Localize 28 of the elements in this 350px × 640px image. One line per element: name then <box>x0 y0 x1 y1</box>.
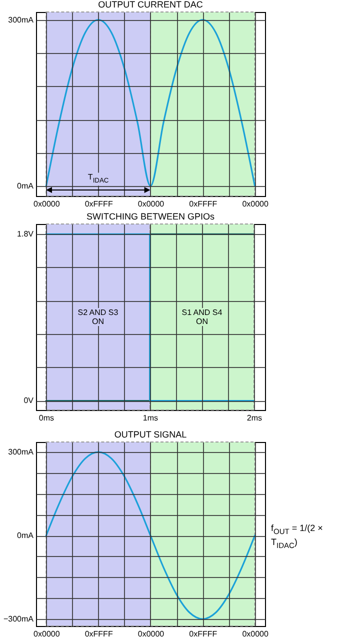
y-tick-label: 300mA <box>8 15 34 24</box>
x-tick-label: 0x0000 <box>138 630 165 638</box>
x-tick-label: 1ms <box>142 414 158 422</box>
y-tick-label: −300mA <box>3 614 34 624</box>
y-tick-label: 1.8V <box>17 230 34 239</box>
x-tick-label: 0ms <box>38 414 54 422</box>
text: f$_{OUT}$ = 1/(2 × T$_{IDAC}$) <box>271 523 323 550</box>
x-tick-label: 0xFFFF <box>84 200 113 208</box>
y-tick-label: 0mA <box>17 531 34 540</box>
x-tick-label: 0x0000 <box>34 200 60 208</box>
y-tick-label: 300mA <box>8 448 34 457</box>
x-tick-label: 0xFFFF <box>189 200 218 208</box>
annotation: T$_{IDAC}$ <box>86 172 111 186</box>
chart-title: OUTPUT CURRENT DAC <box>98 0 204 10</box>
x-tick-label: 0x0000 <box>34 630 60 638</box>
x-tick-label: 0x0000 <box>242 200 269 208</box>
annotation: S2 AND S3 ON <box>76 308 120 326</box>
x-tick-label: 0x0000 <box>138 200 165 208</box>
annotation: S1 AND S4 ON <box>180 308 224 326</box>
x-tick-label: 0xFFFF <box>189 630 218 638</box>
y-tick-label: 0V <box>24 396 34 406</box>
x-tick-label: 0x0000 <box>242 630 269 638</box>
line-series <box>45 451 256 620</box>
chart-title: OUTPUT SIGNAL <box>114 430 187 440</box>
x-tick-label: 0xFFFF <box>84 630 113 638</box>
x-tick-label: 2ms <box>246 414 262 422</box>
chart-title: SWITCHING BETWEEN GPIOs <box>86 212 215 222</box>
y-tick-label: 0mA <box>17 182 34 191</box>
